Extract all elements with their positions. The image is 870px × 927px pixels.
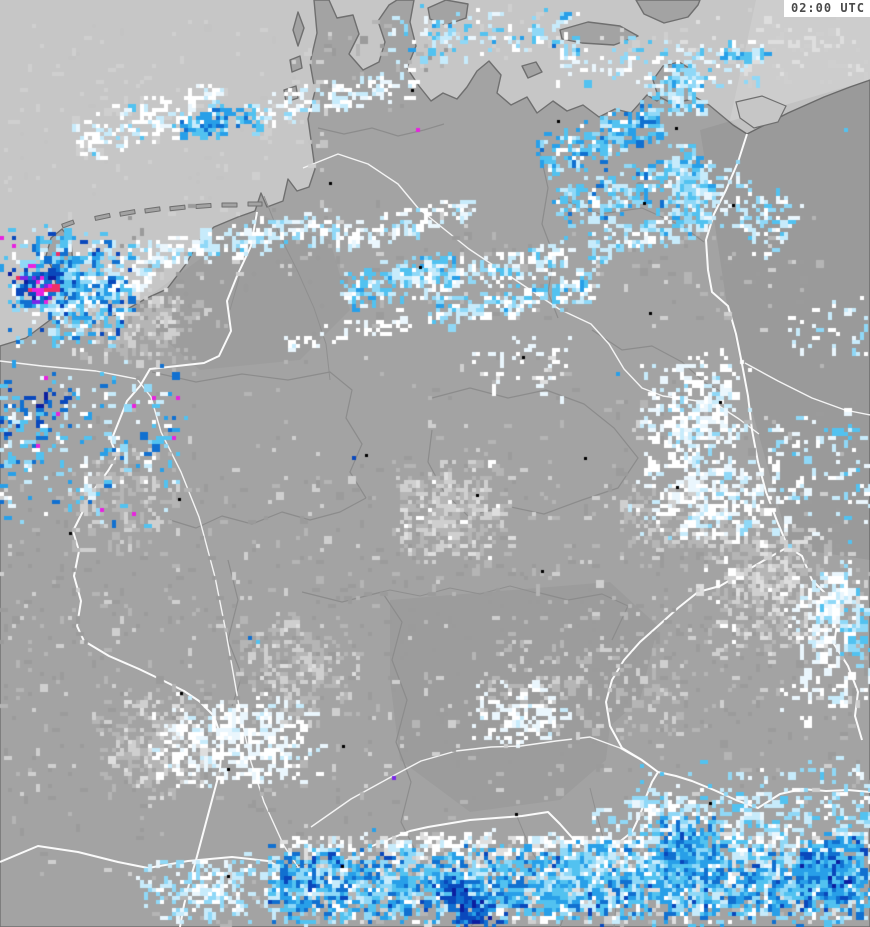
timestamp-label: 02:00 UTC xyxy=(783,0,870,17)
